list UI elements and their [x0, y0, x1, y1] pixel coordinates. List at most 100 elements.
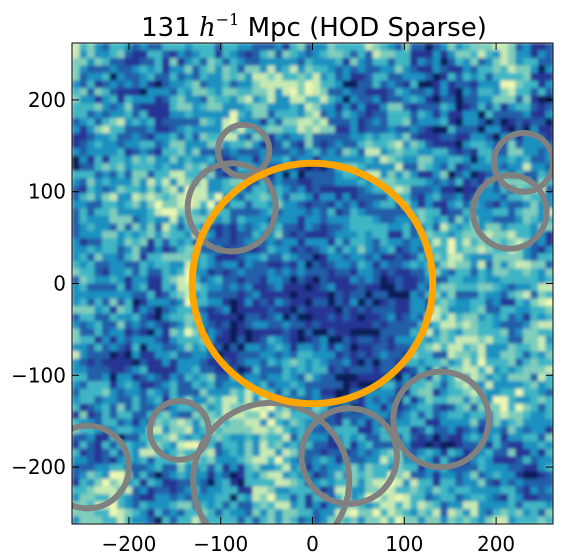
density-cell	[222, 133, 231, 142]
density-cell	[357, 381, 366, 390]
density-cell	[199, 260, 208, 270]
density-cell	[87, 73, 96, 82]
density-cell	[417, 200, 426, 209]
density-cell	[207, 230, 216, 240]
density-cell	[507, 388, 517, 397]
density-cell	[417, 381, 426, 390]
density-cell	[207, 170, 216, 179]
density-cell	[350, 245, 359, 255]
density-cell	[222, 403, 231, 412]
density-cell	[402, 155, 411, 164]
density-cell	[124, 208, 133, 217]
density-cell	[289, 260, 299, 270]
density-cell	[500, 418, 509, 427]
density-cell	[357, 185, 366, 194]
density-cell	[117, 396, 126, 405]
density-cell	[477, 275, 486, 285]
density-cell	[402, 456, 411, 465]
density-cell	[537, 328, 547, 337]
density-cell	[312, 358, 321, 367]
density-cell	[545, 478, 553, 488]
density-cell	[500, 321, 509, 330]
density-cell	[214, 328, 223, 337]
density-cell	[139, 403, 148, 412]
density-cell	[162, 508, 171, 518]
density-cell	[229, 80, 238, 89]
density-cell	[410, 50, 419, 59]
density-cell	[537, 463, 547, 472]
density-cell	[312, 403, 321, 412]
density-cell	[94, 493, 103, 503]
density-cell	[289, 328, 299, 337]
density-cell	[485, 118, 494, 127]
density-cell	[357, 493, 366, 503]
density-cell	[507, 238, 517, 247]
density-cell	[304, 193, 314, 202]
density-cell	[192, 396, 201, 405]
density-cell	[87, 358, 96, 367]
density-cell	[365, 321, 374, 330]
density-cell	[132, 418, 141, 427]
density-cell	[102, 80, 111, 89]
density-cell	[350, 418, 359, 427]
density-cell	[507, 448, 517, 457]
density-cell	[500, 185, 509, 194]
density-cell	[267, 501, 276, 510]
density-cell	[162, 133, 171, 142]
density-cell	[132, 441, 141, 450]
density-cell	[515, 411, 524, 420]
density-cell	[455, 125, 464, 134]
density-cell	[447, 73, 456, 82]
density-cell	[237, 65, 246, 74]
density-cell	[410, 328, 419, 337]
density-cell	[102, 238, 111, 247]
density-cell	[132, 358, 141, 367]
density-cell	[124, 193, 133, 202]
density-cell	[477, 471, 486, 480]
density-cell	[274, 373, 284, 382]
chart-title-h: h	[199, 13, 216, 43]
density-cell	[320, 118, 329, 127]
density-cell	[530, 426, 539, 435]
density-cell	[117, 381, 126, 390]
density-cell	[139, 328, 148, 337]
density-cell	[259, 456, 269, 465]
density-cell	[545, 200, 553, 209]
density-cell	[214, 58, 223, 67]
density-cell	[312, 215, 321, 224]
density-cell	[432, 441, 441, 450]
density-cell	[214, 268, 223, 277]
density-cell	[387, 223, 396, 232]
density-cell	[417, 208, 426, 217]
density-cell	[507, 366, 517, 375]
density-cell	[192, 110, 201, 119]
density-cell	[177, 471, 186, 480]
density-cell	[94, 275, 103, 285]
density-cell	[477, 448, 486, 457]
density-cell	[492, 373, 501, 382]
density-cell	[425, 88, 434, 97]
density-cell	[169, 95, 178, 104]
density-cell	[477, 291, 486, 300]
density-cell	[335, 110, 344, 119]
density-cell	[425, 230, 434, 240]
density-cell	[102, 95, 111, 104]
density-cell	[522, 275, 532, 285]
density-cell	[335, 125, 344, 134]
density-cell	[117, 133, 126, 142]
density-cell	[320, 200, 329, 209]
density-cell	[425, 43, 434, 52]
density-cell	[530, 351, 539, 360]
density-cell	[237, 110, 246, 119]
density-cell	[207, 253, 216, 262]
density-cell	[477, 358, 486, 367]
density-cell	[357, 373, 366, 382]
density-cell	[214, 441, 223, 450]
density-cell	[177, 110, 186, 119]
density-cell	[455, 260, 464, 270]
density-cell	[214, 493, 223, 503]
density-cell	[380, 268, 389, 277]
density-cell	[87, 313, 96, 322]
density-cell	[79, 448, 88, 457]
density-cell	[304, 298, 314, 307]
